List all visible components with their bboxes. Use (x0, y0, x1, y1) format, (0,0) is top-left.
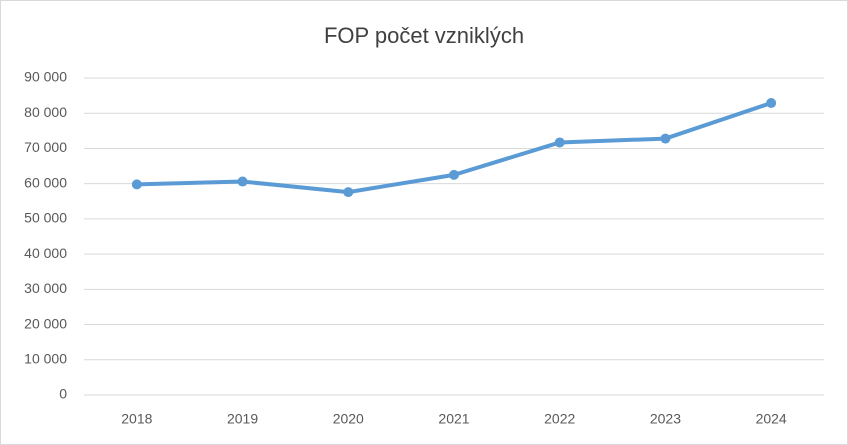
y-tick-label: 50 000 (24, 210, 67, 226)
data-point (237, 176, 248, 187)
data-point (766, 98, 777, 109)
y-tick-label: 30 000 (24, 280, 67, 296)
x-tick-label: 2024 (756, 411, 787, 427)
y-tick-label: 40 000 (24, 245, 67, 261)
data-point (554, 137, 565, 148)
x-tick-label: 2018 (121, 411, 152, 427)
data-point (131, 179, 142, 190)
x-tick-label: 2023 (650, 411, 681, 427)
x-tick-label: 2019 (227, 411, 258, 427)
y-tick-label: 90 000 (24, 69, 67, 85)
x-tick-label: 2022 (544, 411, 575, 427)
data-point (660, 133, 671, 144)
y-tick-label: 80 000 (24, 104, 67, 120)
x-tick-label: 2021 (438, 411, 469, 427)
y-tick-label: 0 (59, 386, 67, 402)
y-tick-label: 60 000 (24, 174, 67, 190)
data-point (449, 169, 459, 180)
chart-title: FOP počet vzniklých (324, 23, 524, 48)
y-tick-label: 20 000 (24, 315, 67, 331)
y-tick-label: 10 000 (24, 350, 67, 366)
x-tick-label: 2020 (333, 411, 364, 427)
data-point (343, 187, 354, 198)
y-tick-label: 70 000 (24, 139, 67, 155)
